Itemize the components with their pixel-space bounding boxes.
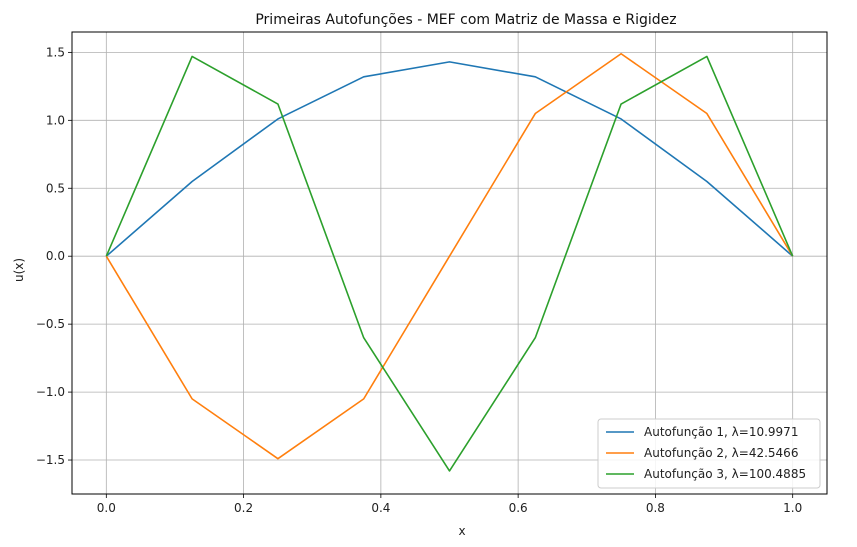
legend-label-2: Autofunção 2, λ=42.5466 (644, 446, 798, 460)
series-line-1 (105, 61, 794, 257)
series-line-3 (105, 55, 794, 472)
y-tick-label: −0.5 (36, 317, 65, 331)
y-tick-label: 1.5 (46, 45, 65, 59)
x-tick-label: 0.4 (371, 501, 390, 515)
x-tick-label: 1.0 (783, 501, 802, 515)
legend-label-1: Autofunção 1, λ=10.9971 (644, 425, 798, 439)
y-tick-label: 1.0 (46, 113, 65, 127)
chart-title: Primeiras Autofunções - MEF com Matriz d… (255, 12, 676, 28)
y-tick-label: −1.0 (36, 385, 65, 399)
x-axis: 0.0 0.2 0.4 0.6 0.8 1.0 (97, 494, 802, 515)
legend-label-3: Autofunção 3, λ=100.4885 (644, 467, 806, 481)
legend-box (597, 418, 821, 489)
x-tick-label: 0.8 (646, 501, 665, 515)
y-tick-label: 0.5 (46, 181, 65, 195)
plot-frame (71, 31, 828, 495)
y-tick-label: 0.0 (46, 249, 65, 263)
x-tick-label: 0.0 (97, 501, 116, 515)
x-tick-label: 0.6 (509, 501, 528, 515)
x-axis-label: x (458, 524, 465, 538)
series-line-2 (105, 52, 794, 460)
legend: Autofunção 1, λ=10.9971 Autofunção 2, λ=4… (597, 418, 821, 489)
y-tick-label: −1.5 (36, 453, 65, 467)
y-axis-label: u(x) (12, 258, 26, 282)
plot-lines (105, 52, 794, 472)
y-axis: −1.5 −1.0 −0.5 0.0 0.5 1.0 1.5 (36, 45, 72, 467)
x-tick-label: 0.2 (234, 501, 253, 515)
grid (72, 32, 827, 494)
